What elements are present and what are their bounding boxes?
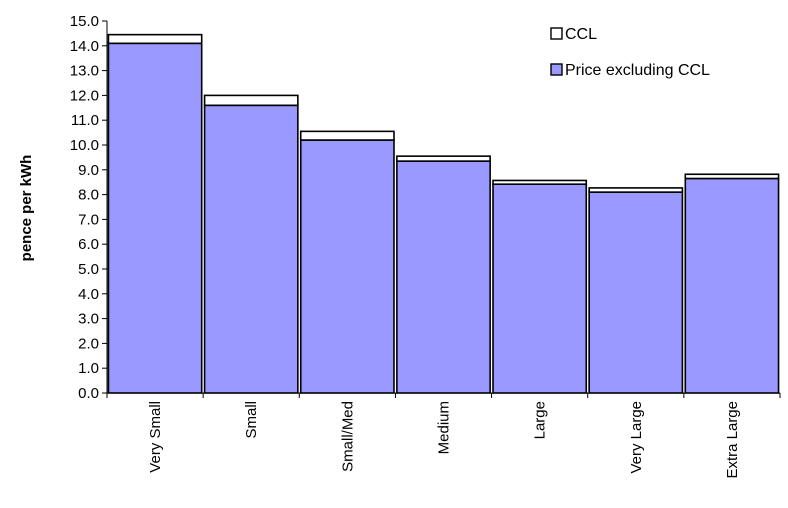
x-tick-label: Extra Large [724,401,741,479]
legend-swatch [550,27,563,40]
bar-ccl-1 [203,94,299,107]
x-tick-label: Small [243,401,260,439]
y-tick-label: 11.0 [71,112,99,129]
y-axis-title: pence per kWh [18,155,35,262]
axes [106,21,780,394]
bar-price-excluding-ccl-6 [684,177,780,394]
legend-swatch [550,63,563,76]
bar-price-excluding-ccl-1 [203,104,299,394]
bar-ccl-6 [684,173,780,180]
x-tick-label: Very Small [147,401,164,473]
legend: CCL Price excluding CCL [550,26,710,79]
bar-price-excluding-ccl-5 [588,191,684,394]
y-tick-label: 1.0 [78,360,99,377]
y-tick-label: 5.0 [78,261,99,278]
y-tick-label: 3.0 [78,311,99,328]
y-tick-label: 14.0 [70,38,99,55]
y-tick-label: 9.0 [78,162,99,179]
y-ticks: 0.0 1.0 2.0 3.0 4.0 5.0 6.0 7.0 8.0 9.0 10.0 11.0 12… [70,13,107,402]
y-tick-label: 13.0 [70,63,99,80]
y-tick-label: 2.0 [78,335,99,352]
y-tick-label: 10.0 [70,137,99,154]
y-tick-label: 8.0 [78,187,99,204]
x-ticks: Very Small Small Small/Med Medium Large Very … [106,393,781,479]
legend-label: Price excluding CCL [565,62,710,79]
bar-price-excluding-ccl-4 [492,183,588,394]
bar-ccl-0 [107,33,203,45]
y-tick-label: 4.0 [78,286,99,303]
y-tick-label: 12.0 [70,87,99,104]
x-tick-label: Large [532,401,549,439]
bars [107,33,780,394]
bar-ccl-3 [396,155,491,162]
bar-price-excluding-ccl-2 [299,139,395,394]
bar-price-excluding-ccl-3 [396,160,491,394]
bar-ccl-4 [492,179,588,185]
y-tick-label: 0.0 [78,385,99,402]
x-tick-label: Medium [436,401,453,454]
x-tick-label: Very Large [628,401,645,474]
bar-ccl-2 [299,130,395,141]
legend-label: CCL [565,26,597,43]
bar-ccl-5 [588,187,684,193]
x-tick-label: Small/Med [339,401,356,472]
bar-price-excluding-ccl-0 [107,42,203,394]
y-tick-label: 15.0 [70,13,99,30]
y-tick-label: 6.0 [78,236,99,253]
y-tick-label: 7.0 [78,211,99,228]
